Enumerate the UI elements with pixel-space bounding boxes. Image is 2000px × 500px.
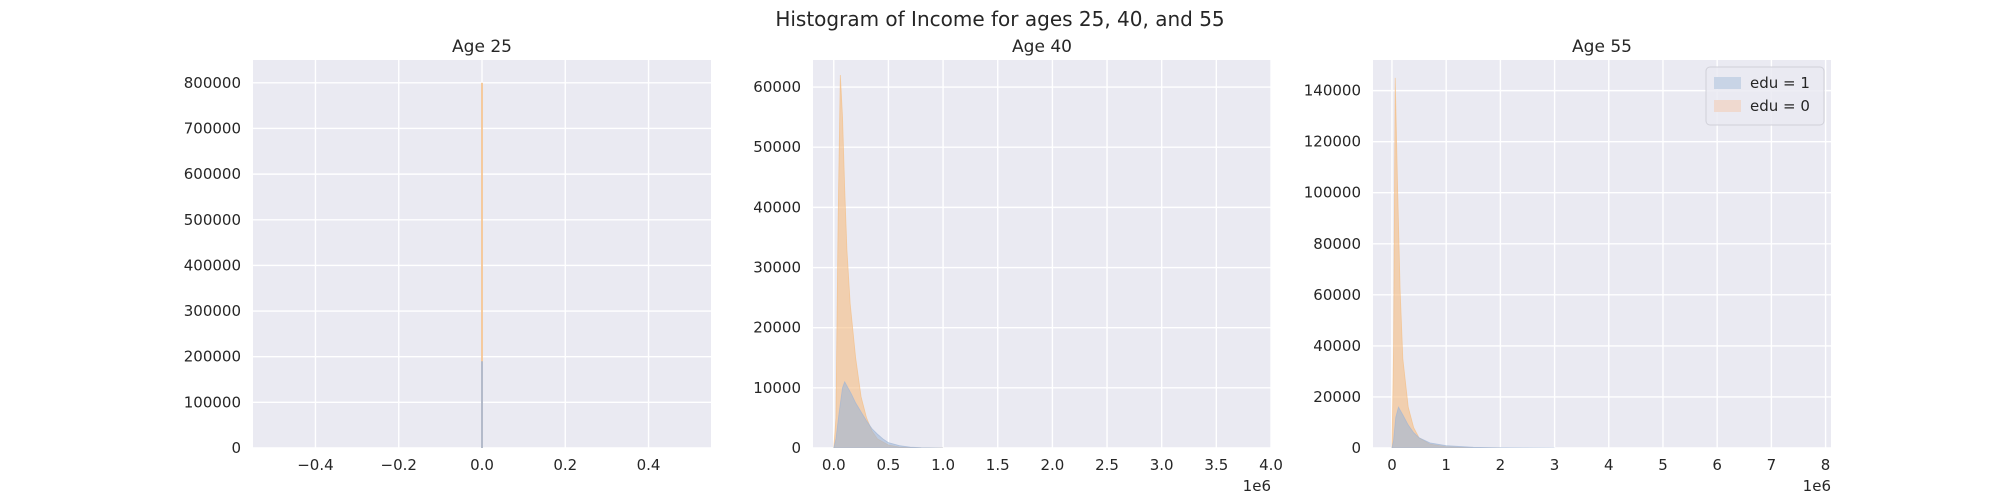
y-tick-label: 100000 xyxy=(1304,184,1361,202)
figure-title: Histogram of Income for ages 25, 40, and… xyxy=(775,7,1224,31)
legend: edu = 1 edu = 0 xyxy=(1705,66,1825,126)
subplots: Age 250100000200000300000400000500000600… xyxy=(184,37,1831,495)
subplot-2: Age 40 0 10000 20000 30000 40000 50000 60000 0.0… xyxy=(753,37,1283,495)
x-tick-label: 2.5 xyxy=(1095,456,1119,474)
x-tick-label: 0.0 xyxy=(822,456,846,474)
x-tick-label: 0.0 xyxy=(470,456,494,474)
legend-swatch-edu1 xyxy=(1714,77,1741,89)
y-tick-label: 700000 xyxy=(184,119,241,137)
y-tick-label: 300000 xyxy=(184,302,241,320)
y-tick-label: 10000 xyxy=(753,379,801,397)
x-tick-label: 2.0 xyxy=(1040,456,1064,474)
x-tick-label: 6 xyxy=(1712,456,1722,474)
histogram-series-edu1 xyxy=(1391,406,1555,448)
y-tick-label: 20000 xyxy=(753,319,801,337)
x-tick-label: 7 xyxy=(1767,456,1777,474)
y-tick-label: 0 xyxy=(231,439,241,457)
y-tick-label: 40000 xyxy=(1313,337,1361,355)
histogram-bar-edu1 xyxy=(481,361,483,448)
legend-swatch-edu0 xyxy=(1714,100,1741,112)
x-tick-label: 0 xyxy=(1387,456,1397,474)
x-tick-label: −0.2 xyxy=(381,456,417,474)
x-tick-label: −0.4 xyxy=(297,456,333,474)
plot-background xyxy=(813,60,1271,448)
x-tick-label: 4.0 xyxy=(1259,456,1283,474)
subplot-title: Age 40 xyxy=(1012,37,1072,57)
x-tick-label: 0.4 xyxy=(637,456,661,474)
y-tick-label: 20000 xyxy=(1313,388,1361,406)
x-offset-label: 1e6 xyxy=(1243,477,1271,495)
legend-label-edu0: edu = 0 xyxy=(1750,97,1810,115)
x-tick-label: 2 xyxy=(1496,456,1506,474)
x-tick-label: 1.5 xyxy=(986,456,1010,474)
x-tick-label: 5 xyxy=(1658,456,1668,474)
y-tick-label: 140000 xyxy=(1304,82,1361,100)
y-tick-label: 600000 xyxy=(184,165,241,183)
legend-label-edu1: edu = 1 xyxy=(1750,74,1810,92)
x-offset-label: 1e6 xyxy=(1803,477,1831,495)
y-tick-label: 800000 xyxy=(184,74,241,92)
x-tick-label: 1 xyxy=(1441,456,1451,474)
y-tick-label: 200000 xyxy=(184,348,241,366)
y-tick-label: 50000 xyxy=(753,138,801,156)
x-tick-label: 3.5 xyxy=(1204,456,1228,474)
y-tick-label: 500000 xyxy=(184,211,241,229)
y-tick-label: 60000 xyxy=(1313,286,1361,304)
subplot-title: Age 55 xyxy=(1572,37,1632,57)
x-tick-label: 3.0 xyxy=(1150,456,1174,474)
histogram-bar-edu0 xyxy=(481,82,483,448)
subplot-3: Age 55 0 20000 40000 60000 80000 100000 120000 1… xyxy=(1304,37,1831,495)
x-tick-label: 0.5 xyxy=(876,456,900,474)
x-tick-label: 8 xyxy=(1821,456,1831,474)
y-tick-label: 120000 xyxy=(1304,133,1361,151)
x-tick-label: 0.2 xyxy=(553,456,577,474)
x-tick-label: 3 xyxy=(1550,456,1560,474)
x-tick-label: 4 xyxy=(1604,456,1614,474)
y-tick-label: 30000 xyxy=(753,259,801,277)
subplot-1: Age 25 0 100000 200000 300000 400000 500000 600… xyxy=(184,37,711,474)
y-tick-label: 0 xyxy=(791,439,801,457)
y-tick-label: 40000 xyxy=(753,198,801,216)
x-tick-label: 1.0 xyxy=(931,456,955,474)
y-tick-label: 60000 xyxy=(753,78,801,96)
subplot-title: Age 25 xyxy=(452,37,512,57)
y-tick-label: 100000 xyxy=(184,393,241,411)
histogram-series-edu1 xyxy=(833,380,944,448)
y-tick-label: 400000 xyxy=(184,256,241,274)
y-tick-label: 0 xyxy=(1351,439,1361,457)
y-tick-label: 80000 xyxy=(1313,235,1361,253)
